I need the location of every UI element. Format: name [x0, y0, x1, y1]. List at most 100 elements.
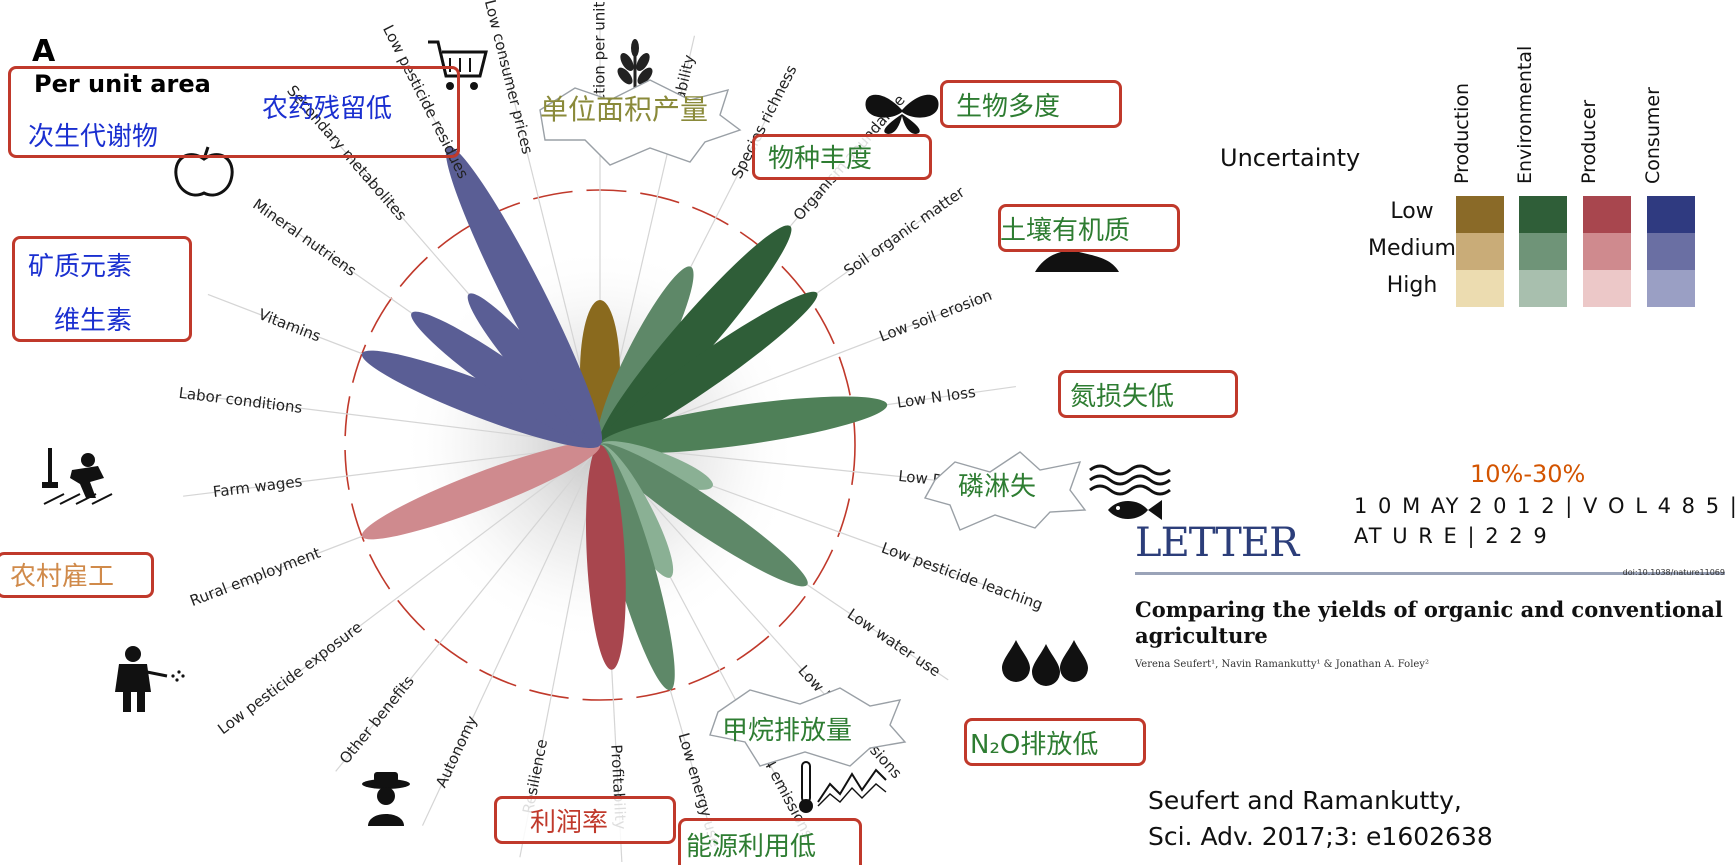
annotation-n-loss: 氮损失低: [1070, 382, 1175, 412]
panel-letter: A: [32, 34, 56, 69]
farmer-portrait-icon: [362, 772, 410, 826]
annotation-box-biodiversity: [940, 80, 1122, 128]
petal: [361, 442, 601, 540]
shopping-cart-icon: [428, 40, 488, 90]
annotation-pesticide-residue: 农药残留低: [262, 94, 393, 124]
spoke-line: [183, 444, 601, 497]
petal: [599, 291, 818, 447]
annotation-profit: 利润率: [530, 808, 609, 838]
annotation-rural-employment: 农村雇工: [10, 562, 115, 592]
annotation-box-minerals: [12, 236, 192, 342]
annotation-soil-organic: 土壤有机质: [1000, 216, 1131, 246]
legend-column-label: Producer: [1578, 100, 1600, 184]
petal-label: Farm wages: [212, 472, 303, 501]
petal-label: Low consumer prices: [481, 0, 537, 156]
legend-row-label: High: [1387, 273, 1438, 298]
butterfly-icon: [865, 94, 939, 134]
uncertainty-legend: Uncertainty Production Environmental Produc…: [1220, 46, 1695, 307]
legend-swatch: [1647, 270, 1695, 307]
legend-column-label: Consumer: [1642, 87, 1664, 184]
annotation-species-richness: 物种丰度: [768, 144, 873, 174]
petal-label: Low soil erosion: [877, 286, 995, 346]
petal-label: Low pesticide exposure: [214, 618, 365, 738]
legend-swatch: [1519, 270, 1567, 307]
petal-label: Other benefits: [336, 672, 418, 767]
petal: [599, 396, 888, 454]
annotation-biodiversity: 生物多度: [956, 92, 1061, 122]
journal-rule: [1135, 572, 1725, 575]
annotation-methane: 甲烷排放量: [722, 716, 853, 746]
petal-label: Low water use: [844, 605, 944, 681]
starburst-phosphorus: [923, 451, 1087, 531]
annotation-vitamins: 维生素: [54, 306, 133, 336]
petal: [586, 444, 626, 670]
annotation-box-energy: [678, 818, 862, 865]
reference-line2: Sci. Adv. 2017;3: e1602638: [1148, 822, 1493, 851]
legend-swatch: [1519, 233, 1567, 270]
petal-label: Rural employment: [187, 544, 323, 610]
legend-column-label: Production: [1451, 83, 1473, 184]
legend-swatch: [1519, 196, 1567, 233]
petal-label: Autonomy: [432, 713, 481, 791]
legend-swatch: [1583, 196, 1631, 233]
nature-issue-line1: 1 0 M AY 2 0 1 2 | V O L 4 8 5 | N: [1354, 494, 1736, 518]
legend-title: Uncertainty: [1220, 144, 1360, 172]
legend-swatch: [1583, 233, 1631, 270]
legend-swatch: [1647, 196, 1695, 233]
starburst-yield: [539, 79, 742, 166]
journal-section-label: LETTER: [1135, 520, 1299, 566]
pesticide-sprayer-icon: [115, 646, 185, 712]
petal-label: Low N loss: [896, 383, 977, 412]
reference-line1: Seufert and Ramankutty,: [1148, 786, 1462, 815]
annotation-box-n2o: [964, 718, 1146, 766]
yield-gap-percent: 10%-30%: [1470, 460, 1586, 488]
petal: [445, 146, 603, 446]
annotation-yield-per-area: 单位面积产量: [540, 93, 709, 126]
soil-pile-icon: [1035, 250, 1119, 272]
petal: [598, 225, 792, 446]
legend-swatch: [1456, 270, 1504, 307]
farmer-hoeing-icon: [42, 448, 113, 505]
paper-clipping: LETTER doi:10.1038/nature11069 Comparing…: [1135, 520, 1725, 670]
water-waves-icon: [1089, 464, 1171, 496]
annotation-secondary-metabolites: 次生代谢物: [28, 122, 159, 152]
fish-icon: [1108, 500, 1162, 520]
thermometer-chart-icon: [799, 761, 887, 813]
annotation-box-n-loss: [1058, 370, 1238, 418]
annotation-minerals: 矿质元素: [28, 252, 133, 282]
legend-swatch: [1456, 196, 1504, 233]
petal-label: Vitamins: [256, 305, 324, 345]
annotation-box-species-richness: [752, 134, 932, 180]
legend-column-label: Environmental: [1514, 46, 1536, 184]
petal: [599, 443, 808, 587]
spoke-line: [183, 393, 601, 446]
starburst-methane: [709, 687, 907, 767]
nature-issue-line2: AT U R E | 2 2 9: [1354, 524, 1549, 548]
petal-label: Mineral nutriens: [250, 195, 360, 280]
spoke-line: [421, 444, 601, 826]
petal: [361, 350, 601, 448]
legend-swatch: [1583, 270, 1631, 307]
water-drops-icon: [1002, 640, 1088, 686]
petal-label: Soil organic matter: [840, 183, 968, 280]
legend-row-label: Low: [1390, 199, 1433, 224]
wheat-icon: [617, 39, 653, 90]
annotation-p-leaching: 磷淋失: [958, 472, 1037, 502]
legend-swatch: [1647, 233, 1695, 270]
annotation-n2o: N₂O排放低: [970, 730, 1099, 760]
annotation-box-top-left: [8, 66, 460, 158]
annotation-box-profit: [494, 796, 676, 844]
annotation-box-soil-organic: [998, 204, 1180, 252]
petal-label: Labor conditions: [178, 384, 304, 417]
spoke-line: [335, 444, 601, 772]
annotation-box-rural-employment: [0, 552, 154, 598]
paper-doi: doi:10.1038/nature11069: [1622, 568, 1725, 577]
spoke-line: [264, 444, 601, 699]
legend-row-label: Medium: [1368, 236, 1456, 261]
annotation-energy: 能源利用低: [686, 832, 817, 862]
panel-heading: Per unit area: [34, 70, 211, 98]
paper-authors: Verena Seufert¹, Navin Ramankutty¹ & Jon…: [1135, 659, 1429, 670]
paper-title: Comparing the yields of organic and conv…: [1135, 597, 1723, 648]
